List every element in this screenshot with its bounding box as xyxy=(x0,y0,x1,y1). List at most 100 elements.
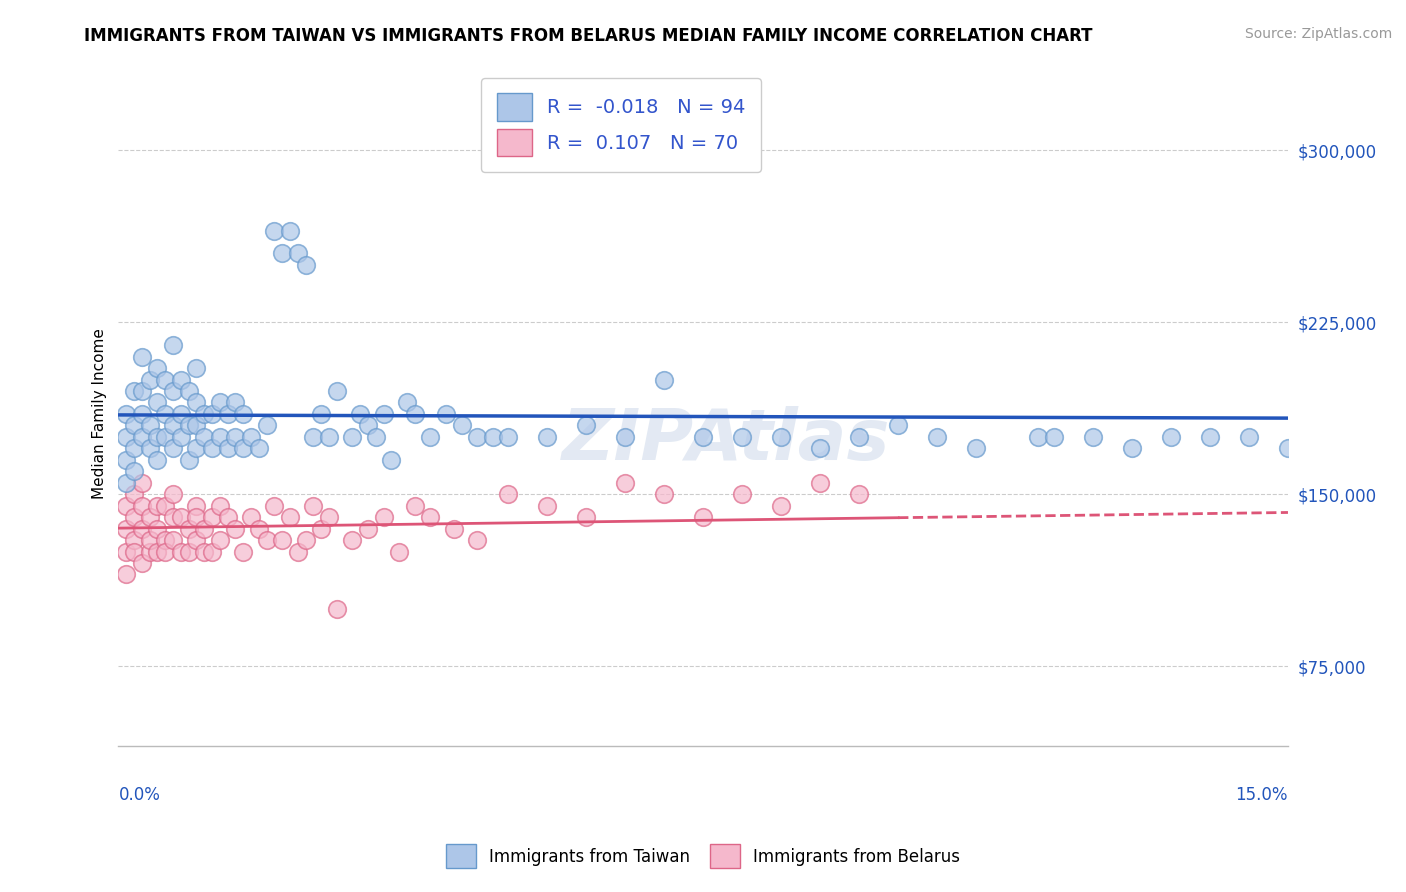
Point xyxy=(465,430,488,444)
Point xyxy=(256,418,278,433)
Text: Source: ZipAtlas.com: Source: ZipAtlas.com xyxy=(1244,27,1392,41)
Point xyxy=(309,407,332,421)
Point xyxy=(131,350,153,364)
Point xyxy=(193,544,215,558)
Point xyxy=(186,361,208,376)
Point xyxy=(186,510,208,524)
Point xyxy=(247,522,270,536)
Point xyxy=(575,510,598,524)
Text: 0.0%: 0.0% xyxy=(118,787,160,805)
Point xyxy=(224,522,246,536)
Point xyxy=(177,452,200,467)
Point xyxy=(177,544,200,558)
Point xyxy=(146,452,169,467)
Point xyxy=(131,384,153,398)
Point xyxy=(162,442,184,456)
Point xyxy=(294,258,316,272)
Point xyxy=(208,430,231,444)
Point xyxy=(138,373,160,387)
Point xyxy=(131,475,153,490)
Point xyxy=(224,430,246,444)
Point xyxy=(232,407,254,421)
Point xyxy=(1081,430,1104,444)
Point xyxy=(1199,430,1222,444)
Point xyxy=(155,373,177,387)
Point xyxy=(887,418,910,433)
Point xyxy=(146,361,169,376)
Point xyxy=(318,510,340,524)
Point xyxy=(481,430,503,444)
Point xyxy=(770,430,793,444)
Point xyxy=(201,510,224,524)
Point xyxy=(240,430,263,444)
Point xyxy=(186,533,208,547)
Point xyxy=(256,533,278,547)
Point xyxy=(170,407,193,421)
Point xyxy=(177,418,200,433)
Point xyxy=(186,418,208,433)
Point xyxy=(278,510,301,524)
Point xyxy=(170,373,193,387)
Point xyxy=(208,533,231,547)
Point xyxy=(146,430,169,444)
Point xyxy=(302,499,325,513)
Point xyxy=(162,384,184,398)
Point xyxy=(294,533,316,547)
Point xyxy=(155,533,177,547)
Point xyxy=(536,499,558,513)
Point xyxy=(263,499,285,513)
Point xyxy=(808,475,831,490)
Point xyxy=(193,522,215,536)
Point xyxy=(122,544,145,558)
Point xyxy=(201,442,224,456)
Point xyxy=(1121,442,1143,456)
Point xyxy=(122,442,145,456)
Point xyxy=(217,407,239,421)
Point xyxy=(131,556,153,570)
Point xyxy=(342,430,364,444)
Point xyxy=(652,487,675,501)
Point xyxy=(404,499,426,513)
Point xyxy=(115,475,138,490)
Point xyxy=(146,499,169,513)
Point xyxy=(162,510,184,524)
Point xyxy=(146,544,169,558)
Legend: Immigrants from Taiwan, Immigrants from Belarus: Immigrants from Taiwan, Immigrants from … xyxy=(439,838,967,875)
Point xyxy=(186,395,208,409)
Point xyxy=(146,522,169,536)
Point xyxy=(162,338,184,352)
Y-axis label: Median Family Income: Median Family Income xyxy=(93,328,107,500)
Point xyxy=(808,442,831,456)
Point xyxy=(162,487,184,501)
Point xyxy=(131,430,153,444)
Point xyxy=(404,407,426,421)
Point xyxy=(395,395,418,409)
Point xyxy=(848,487,870,501)
Point xyxy=(155,499,177,513)
Point xyxy=(232,442,254,456)
Point xyxy=(131,522,153,536)
Point xyxy=(170,430,193,444)
Point xyxy=(1160,430,1182,444)
Point xyxy=(848,430,870,444)
Point xyxy=(201,544,224,558)
Point xyxy=(122,533,145,547)
Point xyxy=(770,499,793,513)
Point xyxy=(271,246,294,260)
Point xyxy=(138,442,160,456)
Point xyxy=(170,544,193,558)
Point xyxy=(652,373,675,387)
Point xyxy=(364,430,387,444)
Point xyxy=(115,499,138,513)
Point xyxy=(170,510,193,524)
Point xyxy=(193,407,215,421)
Point xyxy=(1043,430,1066,444)
Point xyxy=(349,407,371,421)
Point xyxy=(122,510,145,524)
Point xyxy=(388,544,411,558)
Point xyxy=(1237,430,1260,444)
Point xyxy=(177,384,200,398)
Point xyxy=(692,430,714,444)
Point xyxy=(115,430,138,444)
Point xyxy=(186,499,208,513)
